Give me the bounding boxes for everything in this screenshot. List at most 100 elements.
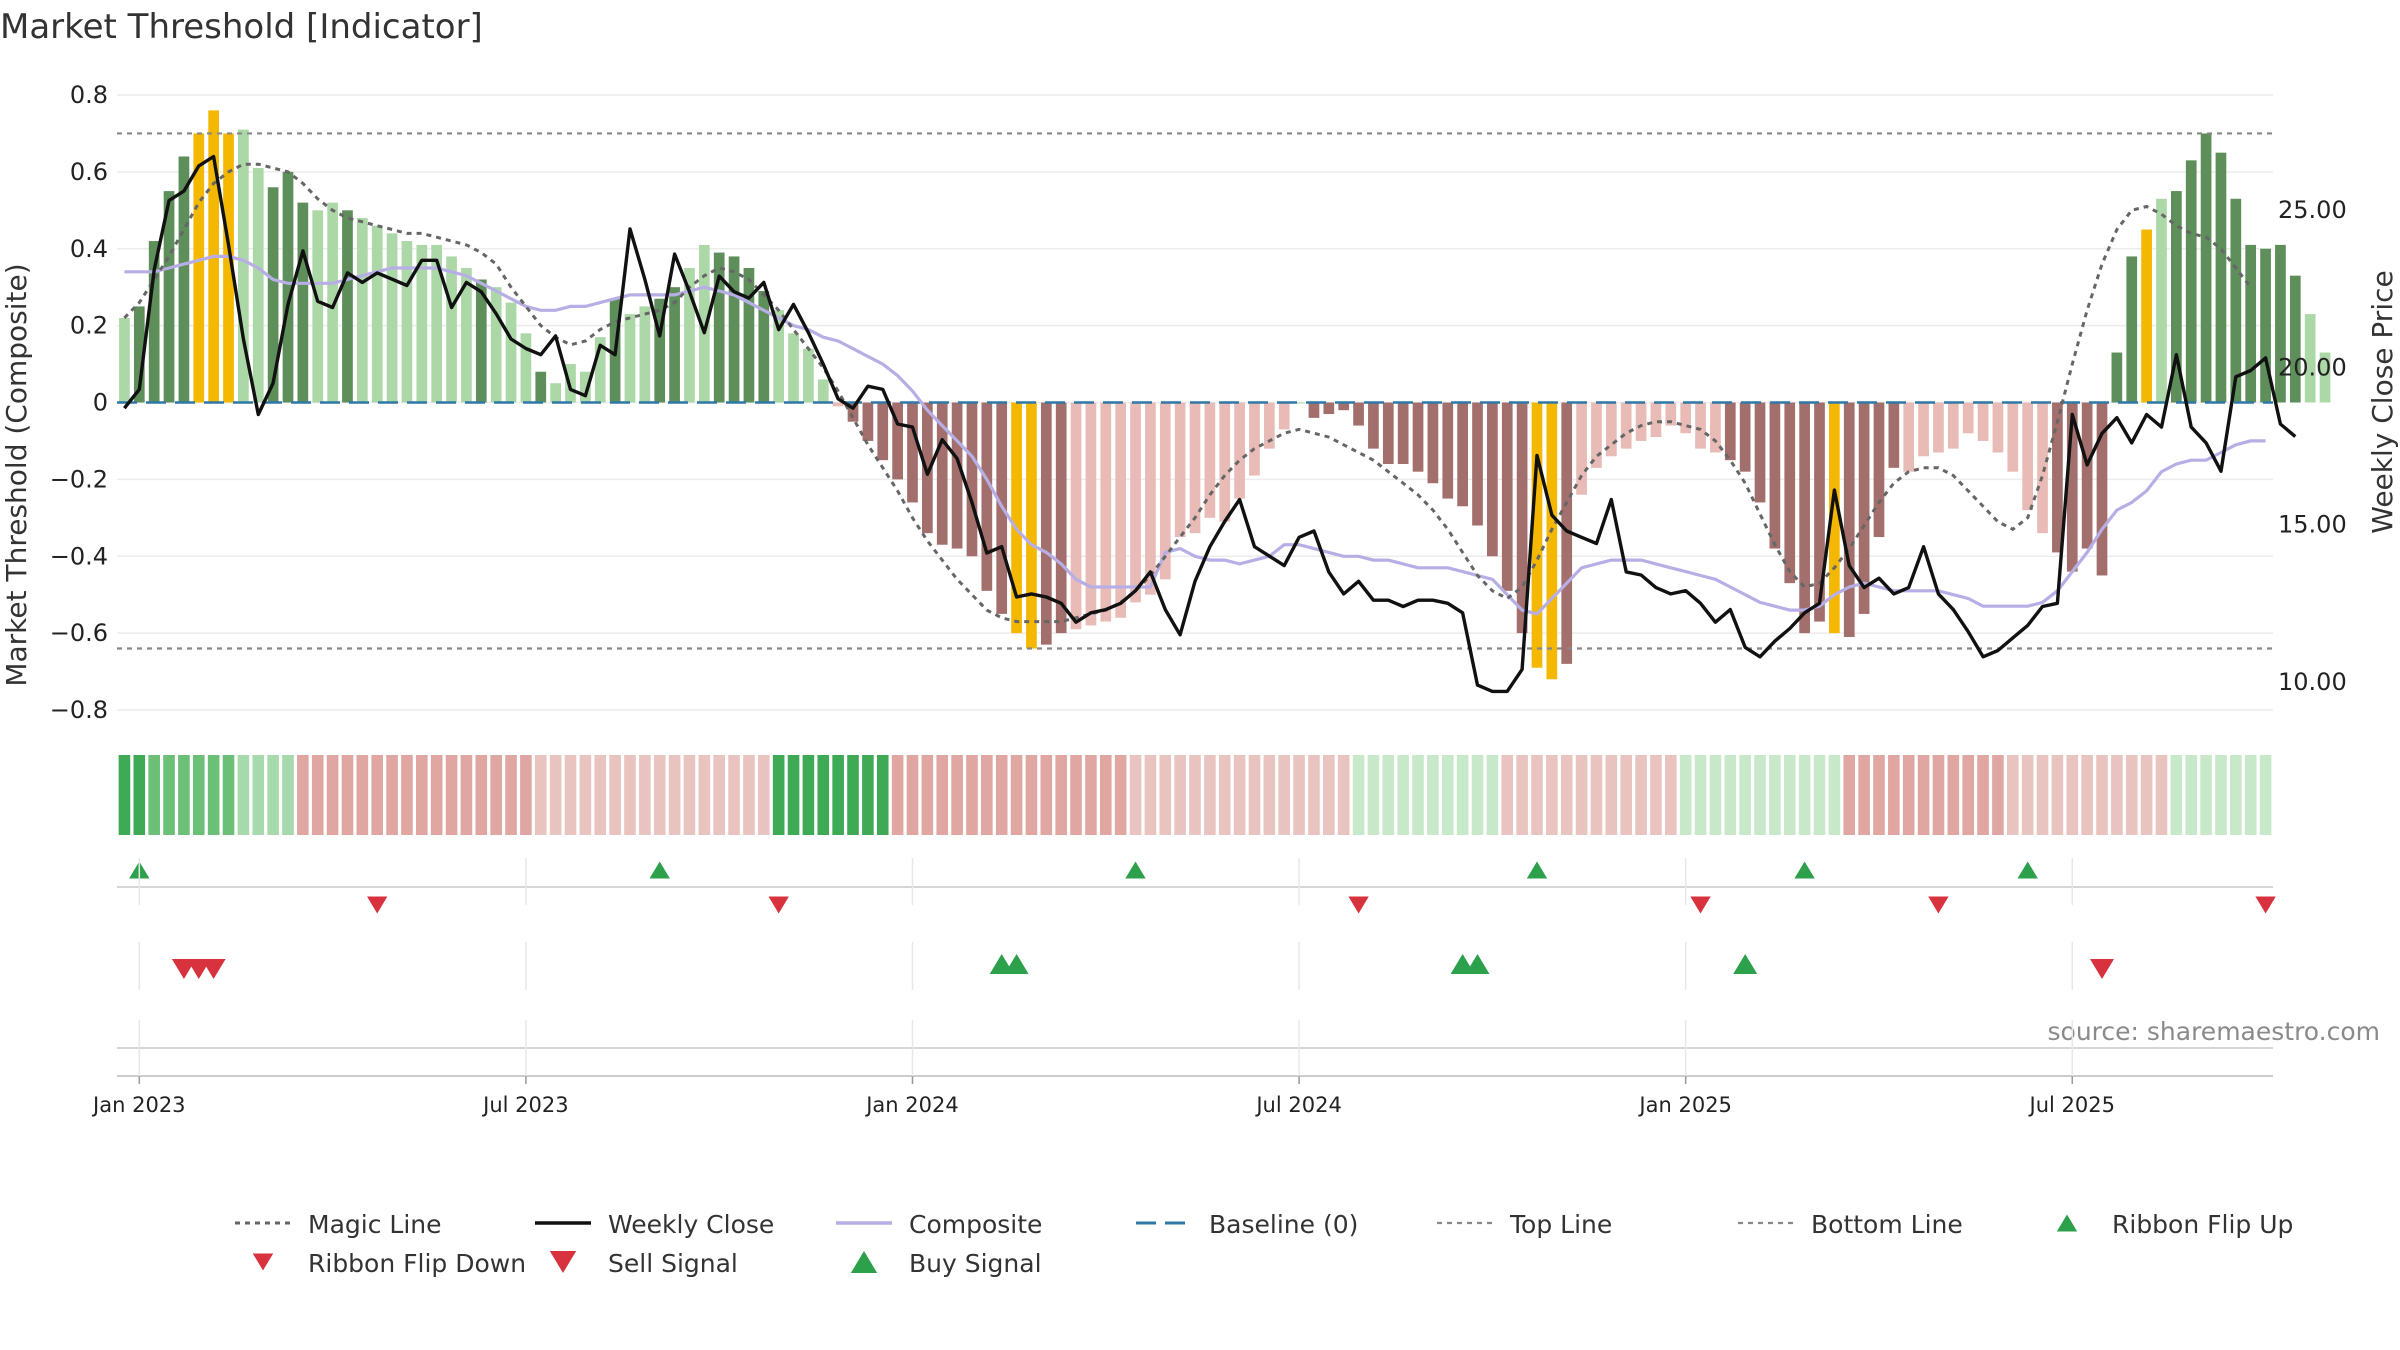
ribbon-segment bbox=[1456, 755, 1469, 835]
ribbon-segment bbox=[1248, 755, 1261, 835]
reference-lines bbox=[117, 132, 2273, 650]
threshold-bar bbox=[1442, 402, 1454, 499]
ribbon-flip-down-marker bbox=[1348, 896, 1369, 914]
ribbon-segment bbox=[1367, 755, 1380, 835]
ribbon-segment bbox=[2081, 755, 2093, 835]
threshold-bar bbox=[2066, 402, 2078, 572]
ribbon-segment bbox=[1843, 755, 1856, 835]
threshold-bar bbox=[550, 383, 561, 403]
ribbon-flip-up-marker bbox=[649, 861, 670, 879]
ribbon-segment bbox=[921, 755, 934, 835]
ribbon-segment bbox=[222, 755, 235, 835]
legend-item: Composite bbox=[836, 1210, 1042, 1239]
threshold-bar bbox=[1977, 402, 1989, 441]
chart-title: Market Threshold [Indicator] bbox=[0, 7, 483, 47]
y-tick-label: −0.2 bbox=[50, 465, 108, 493]
ribbon-segment bbox=[1813, 755, 1826, 835]
ribbon-segment bbox=[2125, 755, 2138, 835]
y-tick-label: 0.2 bbox=[70, 312, 108, 340]
threshold-bar bbox=[1055, 402, 1067, 634]
legend-label: Weekly Close bbox=[608, 1210, 774, 1239]
threshold-bar bbox=[1784, 402, 1796, 584]
y-tick-label: 0.6 bbox=[70, 158, 108, 186]
threshold-bar bbox=[1531, 402, 1543, 668]
threshold-bar bbox=[1947, 402, 1959, 449]
ribbon-segment bbox=[1233, 755, 1246, 835]
threshold-bar bbox=[1145, 402, 1156, 595]
threshold-bar bbox=[698, 244, 710, 403]
ribbon-segment bbox=[743, 755, 755, 835]
threshold-bar bbox=[1085, 402, 1097, 626]
legend-item: Sell Signal bbox=[549, 1249, 738, 1278]
threshold-bar bbox=[2037, 402, 2048, 534]
ribbon-segment bbox=[118, 755, 131, 835]
threshold-bar bbox=[2111, 352, 2123, 403]
threshold-bar bbox=[223, 133, 234, 403]
threshold-bar bbox=[1873, 402, 1885, 538]
threshold-bar bbox=[1516, 402, 1528, 634]
ribbon-segment bbox=[311, 755, 324, 835]
threshold-bar bbox=[1992, 402, 2004, 453]
threshold-bar bbox=[148, 241, 160, 403]
ribbon-flip-up-marker bbox=[2017, 861, 2038, 879]
ribbon-segment bbox=[237, 755, 250, 835]
threshold-bar bbox=[1174, 402, 1186, 538]
y-axis-right: 25.00 20.00 15.00 10.00 bbox=[2278, 196, 2347, 696]
ribbon-flip-down-marker bbox=[1690, 896, 1711, 914]
threshold-bar bbox=[297, 202, 309, 403]
x-tick-label: Jul 2024 bbox=[1254, 1093, 1341, 1117]
ribbon-segment bbox=[1620, 755, 1632, 835]
ribbon-segment bbox=[148, 755, 160, 835]
ribbon-segment bbox=[356, 755, 369, 835]
ribbon-segment bbox=[133, 755, 146, 835]
ribbon-segment bbox=[445, 755, 458, 835]
ribbon-segment bbox=[1962, 755, 1974, 835]
ribbon-segment bbox=[460, 755, 473, 835]
ribbon-segment bbox=[1040, 755, 1053, 835]
threshold-bar bbox=[1323, 402, 1335, 415]
threshold-bar bbox=[2007, 402, 2019, 472]
ribbon-segment bbox=[549, 755, 562, 835]
ribbon-segment bbox=[1665, 755, 1677, 835]
threshold-bars bbox=[119, 110, 2331, 680]
threshold-bar bbox=[1576, 402, 1587, 495]
ribbon-segment bbox=[951, 755, 963, 835]
legend-label: Sell Signal bbox=[608, 1249, 738, 1278]
threshold-bar bbox=[2230, 198, 2242, 403]
ribbon-segment bbox=[1783, 755, 1796, 835]
ribbon-segment bbox=[1858, 755, 1870, 835]
threshold-bar bbox=[1382, 402, 1394, 464]
threshold-bar bbox=[936, 402, 948, 545]
ribbon-segment bbox=[713, 755, 725, 835]
ribbon-panel bbox=[118, 755, 2272, 835]
ribbon-segment bbox=[1486, 755, 1499, 835]
threshold-bar bbox=[1278, 402, 1290, 430]
threshold-bar bbox=[788, 333, 799, 403]
ribbon-segment bbox=[1873, 755, 1885, 835]
ribbon-segment bbox=[1427, 755, 1439, 835]
threshold-bar bbox=[654, 298, 666, 403]
threshold-bar bbox=[594, 337, 606, 403]
threshold-bar bbox=[1368, 402, 1379, 449]
ribbon-segment bbox=[1724, 755, 1737, 835]
threshold-bar bbox=[416, 244, 428, 403]
legend-label: Top Line bbox=[1509, 1210, 1612, 1239]
threshold-bar bbox=[1962, 402, 1974, 434]
threshold-bar bbox=[1680, 402, 1692, 434]
ribbon-segment bbox=[1471, 755, 1484, 835]
ribbon-segment bbox=[326, 755, 339, 835]
threshold-bar bbox=[1605, 402, 1617, 457]
threshold-bar bbox=[1769, 402, 1781, 549]
buy-signal-marker bbox=[1004, 954, 1029, 974]
threshold-bar bbox=[1293, 402, 1305, 404]
legend-item: Ribbon Flip Up bbox=[2056, 1210, 2293, 1239]
legend-label: Ribbon Flip Down bbox=[308, 1249, 526, 1278]
threshold-bar bbox=[624, 314, 636, 403]
ribbon-segment bbox=[534, 755, 547, 835]
threshold-bar bbox=[163, 191, 175, 403]
threshold-bar bbox=[2096, 402, 2108, 576]
ribbon-segment bbox=[1888, 755, 1900, 835]
y-tick-label: 0.4 bbox=[70, 235, 108, 263]
ribbon-segment bbox=[430, 755, 443, 835]
ribbon-segment bbox=[966, 755, 978, 835]
